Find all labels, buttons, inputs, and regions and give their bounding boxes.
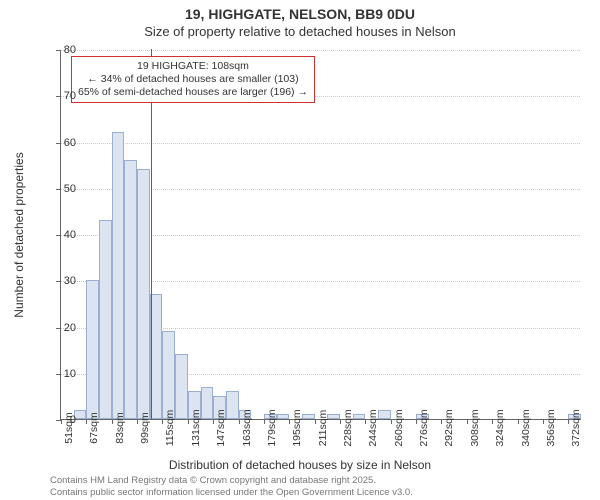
x-tick-label: 99sqm [139, 412, 151, 444]
x-tick-mark [112, 419, 113, 424]
histogram-bar [378, 410, 391, 419]
plot-area: 19 HIGHGATE: 108sqm← 34% of detached hou… [60, 50, 580, 420]
x-tick-label: 211sqm [317, 410, 329, 447]
x-tick-label: 147sqm [215, 409, 227, 446]
histogram-bar [124, 160, 137, 419]
chart-title-line1: 19, HIGHGATE, NELSON, BB9 0DU [0, 6, 600, 22]
y-axis-label: Number of detached properties [12, 152, 26, 317]
x-tick-label: 179sqm [266, 409, 278, 446]
annotation-line2: ← 34% of detached houses are smaller (10… [78, 73, 308, 86]
chart-title-block: 19, HIGHGATE, NELSON, BB9 0DU Size of pr… [0, 0, 600, 39]
x-tick-mark [518, 419, 519, 424]
x-tick-label: 372sqm [570, 409, 582, 446]
histogram-bar [99, 220, 112, 419]
x-tick-mark [188, 419, 189, 424]
x-tick-label: 292sqm [443, 409, 455, 446]
annotation-line1: 19 HIGHGATE: 108sqm [78, 60, 308, 73]
x-tick-label: 260sqm [393, 409, 405, 446]
histogram-bar [175, 354, 188, 419]
y-tick-label: 30 [46, 275, 76, 287]
y-tick-label: 80 [46, 44, 76, 56]
x-tick-mark [416, 419, 417, 424]
histogram-bar [226, 391, 239, 419]
histogram-bar [112, 132, 125, 419]
x-tick-label: 131sqm [190, 409, 202, 446]
x-tick-mark [137, 419, 138, 424]
x-tick-label: 51sqm [63, 412, 75, 444]
x-tick-label: 324sqm [494, 409, 506, 446]
x-tick-label: 195sqm [291, 409, 303, 446]
x-tick-label: 67sqm [88, 412, 100, 444]
annotation-line3: 65% of semi-detached houses are larger (… [78, 86, 308, 99]
y-tick-label: 60 [46, 137, 76, 149]
y-tick-label: 10 [46, 368, 76, 380]
histogram-bar [201, 387, 214, 419]
x-tick-label: 276sqm [418, 409, 430, 446]
x-tick-label: 163sqm [241, 409, 253, 446]
y-tick-label: 40 [46, 229, 76, 241]
y-tick-label: 70 [46, 90, 76, 102]
x-tick-label: 83sqm [114, 412, 126, 444]
histogram-bar [137, 169, 150, 419]
chart-footer: Contains HM Land Registry data © Crown c… [50, 475, 413, 498]
histogram-bar [353, 414, 366, 419]
x-tick-label: 244sqm [367, 409, 379, 446]
x-tick-label: 115sqm [164, 410, 176, 447]
x-tick-mark [264, 419, 265, 424]
x-axis-label: Distribution of detached houses by size … [0, 458, 600, 472]
histogram-bar [86, 280, 99, 419]
footer-line1: Contains HM Land Registry data © Crown c… [50, 475, 413, 486]
x-tick-mark [543, 419, 544, 424]
grid-line [61, 143, 580, 144]
y-tick-label: 50 [46, 183, 76, 195]
x-tick-label: 356sqm [545, 409, 557, 446]
chart-title-line2: Size of property relative to detached ho… [0, 24, 600, 39]
x-tick-mark [391, 419, 392, 424]
x-tick-mark [239, 419, 240, 424]
x-tick-label: 340sqm [520, 409, 532, 446]
annotation-box: 19 HIGHGATE: 108sqm← 34% of detached hou… [71, 56, 315, 103]
x-tick-label: 308sqm [469, 409, 481, 446]
footer-line2: Contains public sector information licen… [50, 487, 413, 498]
x-tick-mark [340, 419, 341, 424]
x-tick-mark [315, 419, 316, 424]
grid-line [61, 50, 580, 51]
histogram-bar [327, 414, 340, 419]
reference-line [151, 49, 152, 419]
histogram-bar [162, 331, 175, 419]
histogram-bar [277, 414, 290, 419]
x-tick-mark [467, 419, 468, 424]
x-tick-label: 228sqm [342, 409, 354, 446]
histogram-bar [302, 414, 315, 419]
y-tick-label: 20 [46, 322, 76, 334]
